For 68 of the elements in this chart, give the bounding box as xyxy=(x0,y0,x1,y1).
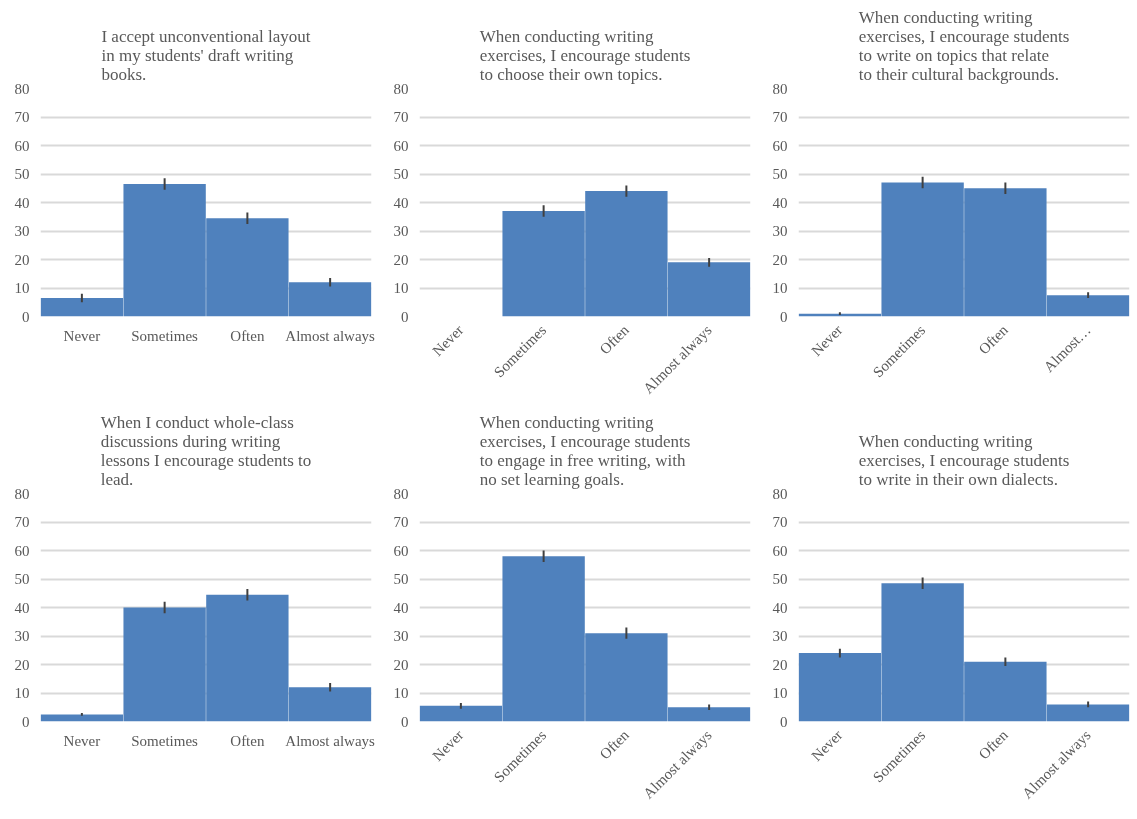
y-tick-label: 50 xyxy=(14,571,30,587)
y-tick-label: 10 xyxy=(393,280,409,296)
y-tick-label: 60 xyxy=(393,542,409,559)
chart-title: When conducting writing exercises, I encourage students to write on topics that relate to their cultural backgrounds. xyxy=(858,7,1070,84)
x-tick-label: Sometimes xyxy=(131,327,199,344)
y-tick-label: 40 xyxy=(393,194,409,211)
y-tick-label: 30 xyxy=(772,223,788,239)
y-tick-label: 10 xyxy=(772,685,788,701)
y-tick-label: 30 xyxy=(14,628,30,644)
y-tick-label: 80 xyxy=(772,485,788,502)
y-tick-label: 60 xyxy=(393,137,409,154)
y-tick-label: 40 xyxy=(772,194,788,211)
y-tick-label: 70 xyxy=(772,109,788,125)
x-tick-label: Often xyxy=(230,327,265,344)
y-tick-label: 80 xyxy=(393,485,409,502)
y-tick-label: 10 xyxy=(14,685,30,701)
y-tick-label: 60 xyxy=(772,137,788,154)
y-tick-label: 30 xyxy=(772,628,788,644)
y-tick-label: 10 xyxy=(393,685,409,701)
x-tick-label: Often xyxy=(230,732,265,749)
chart-title: I accept unconventional layout in my students' draft writing books. xyxy=(101,26,311,84)
chart-title: When conducting writing exercises, I encourage students to engage in free writing, with no set learning goals. xyxy=(479,412,691,489)
y-tick-label: 80 xyxy=(772,80,788,97)
y-tick-label: 70 xyxy=(772,514,788,530)
x-tick-label: Sometimes xyxy=(131,732,199,749)
y-tick-label: 40 xyxy=(14,599,30,616)
y-tick-label: 10 xyxy=(14,280,30,296)
y-tick-label: 50 xyxy=(393,166,409,182)
x-tick-label: Never xyxy=(63,732,101,749)
y-tick-label: 50 xyxy=(772,166,788,182)
y-tick-label: 80 xyxy=(14,80,30,97)
y-tick-label: 70 xyxy=(14,514,30,530)
chart-title: When conducting writing exercises, I encourage students to choose their own topics. xyxy=(479,26,691,84)
y-tick-label: 50 xyxy=(772,571,788,587)
y-tick-label: 20 xyxy=(14,251,30,268)
y-tick-label: 30 xyxy=(14,223,30,239)
y-tick-label: 20 xyxy=(393,251,409,268)
y-tick-label: 30 xyxy=(393,223,409,239)
y-tick-label: 40 xyxy=(14,194,30,211)
y-tick-label: 60 xyxy=(772,542,788,559)
y-tick-label: 10 xyxy=(772,280,788,296)
chart-title: When conducting writing exercises, I encourage students to write in their own dialects. xyxy=(858,431,1070,489)
y-tick-label: 0 xyxy=(22,308,30,325)
y-tick-label: 40 xyxy=(772,599,788,616)
y-tick-label: 0 xyxy=(401,308,409,325)
y-tick-label: 30 xyxy=(393,628,409,644)
y-tick-label: 70 xyxy=(393,514,409,530)
x-tick-label: Almost always xyxy=(285,327,376,344)
y-tick-label: 0 xyxy=(780,308,788,325)
chart-title: When I conduct whole-class discussions during writing lessons I encourage students to lead. xyxy=(100,412,312,489)
y-tick-label: 20 xyxy=(14,656,30,673)
y-tick-label: 60 xyxy=(14,542,30,559)
y-tick-label: 50 xyxy=(14,166,30,182)
y-tick-label: 40 xyxy=(393,599,409,616)
x-tick-label: Almost always xyxy=(285,732,376,749)
y-tick-label: 70 xyxy=(14,109,30,125)
y-tick-label: 0 xyxy=(22,713,30,730)
y-tick-label: 70 xyxy=(393,109,409,125)
y-tick-label: 20 xyxy=(393,656,409,673)
y-tick-label: 20 xyxy=(772,251,788,268)
y-tick-label: 0 xyxy=(401,713,409,730)
y-tick-label: 80 xyxy=(14,485,30,502)
y-tick-label: 60 xyxy=(14,137,30,154)
y-tick-label: 0 xyxy=(780,713,788,730)
x-tick-label: Never xyxy=(63,327,101,344)
y-tick-label: 80 xyxy=(393,80,409,97)
y-tick-label: 20 xyxy=(772,656,788,673)
y-tick-label: 50 xyxy=(393,571,409,587)
